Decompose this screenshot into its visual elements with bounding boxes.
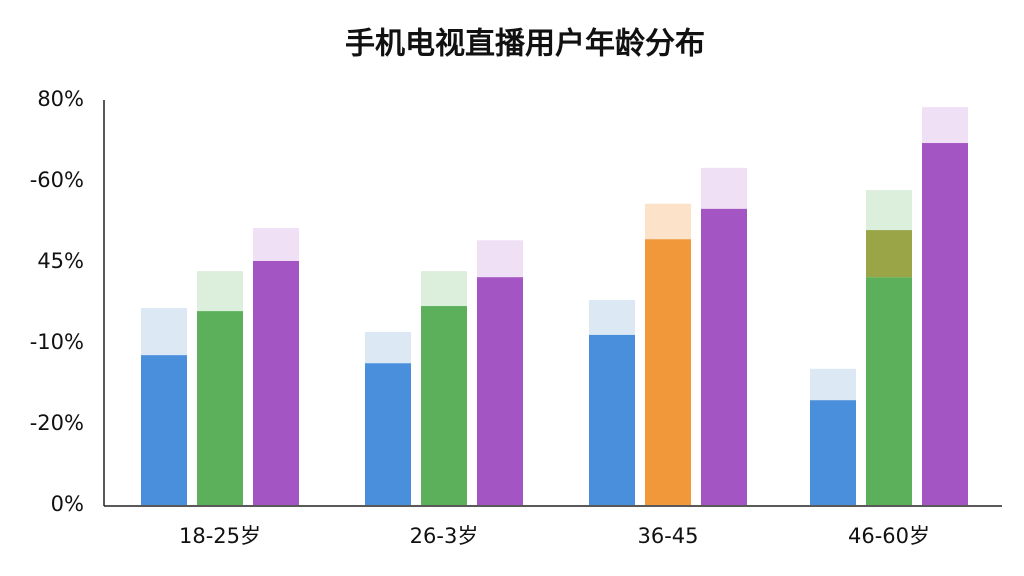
bar (477, 277, 523, 505)
bar-cap (701, 167, 747, 209)
bar-cap (922, 107, 968, 144)
y-tick-label: -10% (30, 330, 84, 354)
bar-cap (365, 331, 411, 364)
bar (922, 143, 968, 505)
bar-overlay (866, 230, 912, 278)
x-tick-label: 36-45 (637, 524, 698, 548)
x-tick-label: 18-25岁 (179, 524, 261, 548)
bar-cap (141, 308, 187, 356)
bar (141, 355, 187, 505)
bar (810, 400, 856, 505)
bar (701, 208, 747, 505)
bar-cap (810, 368, 856, 401)
y-tick-label: -20% (30, 411, 84, 435)
bar-cap (477, 240, 523, 278)
bar-cap (589, 299, 635, 335)
bar (253, 260, 299, 505)
bar-cap (645, 203, 691, 240)
bar (645, 239, 691, 505)
bar (421, 306, 467, 505)
y-tick-label: 80% (37, 87, 84, 111)
bar (589, 334, 635, 505)
x-tick-label: 26-3岁 (410, 524, 479, 548)
y-tick-label: 0% (51, 492, 84, 516)
bar (365, 363, 411, 505)
x-tick-label: 46-60岁 (848, 524, 930, 548)
bar-cap (421, 271, 467, 307)
bar-cap (197, 271, 243, 312)
chart-title: 手机电视直播用户年龄分布 (345, 27, 705, 62)
y-tick-label: 45% (37, 249, 84, 273)
bar (197, 311, 243, 505)
bar-cap (253, 228, 299, 261)
y-tick-label: -60% (30, 168, 84, 192)
bar (866, 277, 912, 505)
